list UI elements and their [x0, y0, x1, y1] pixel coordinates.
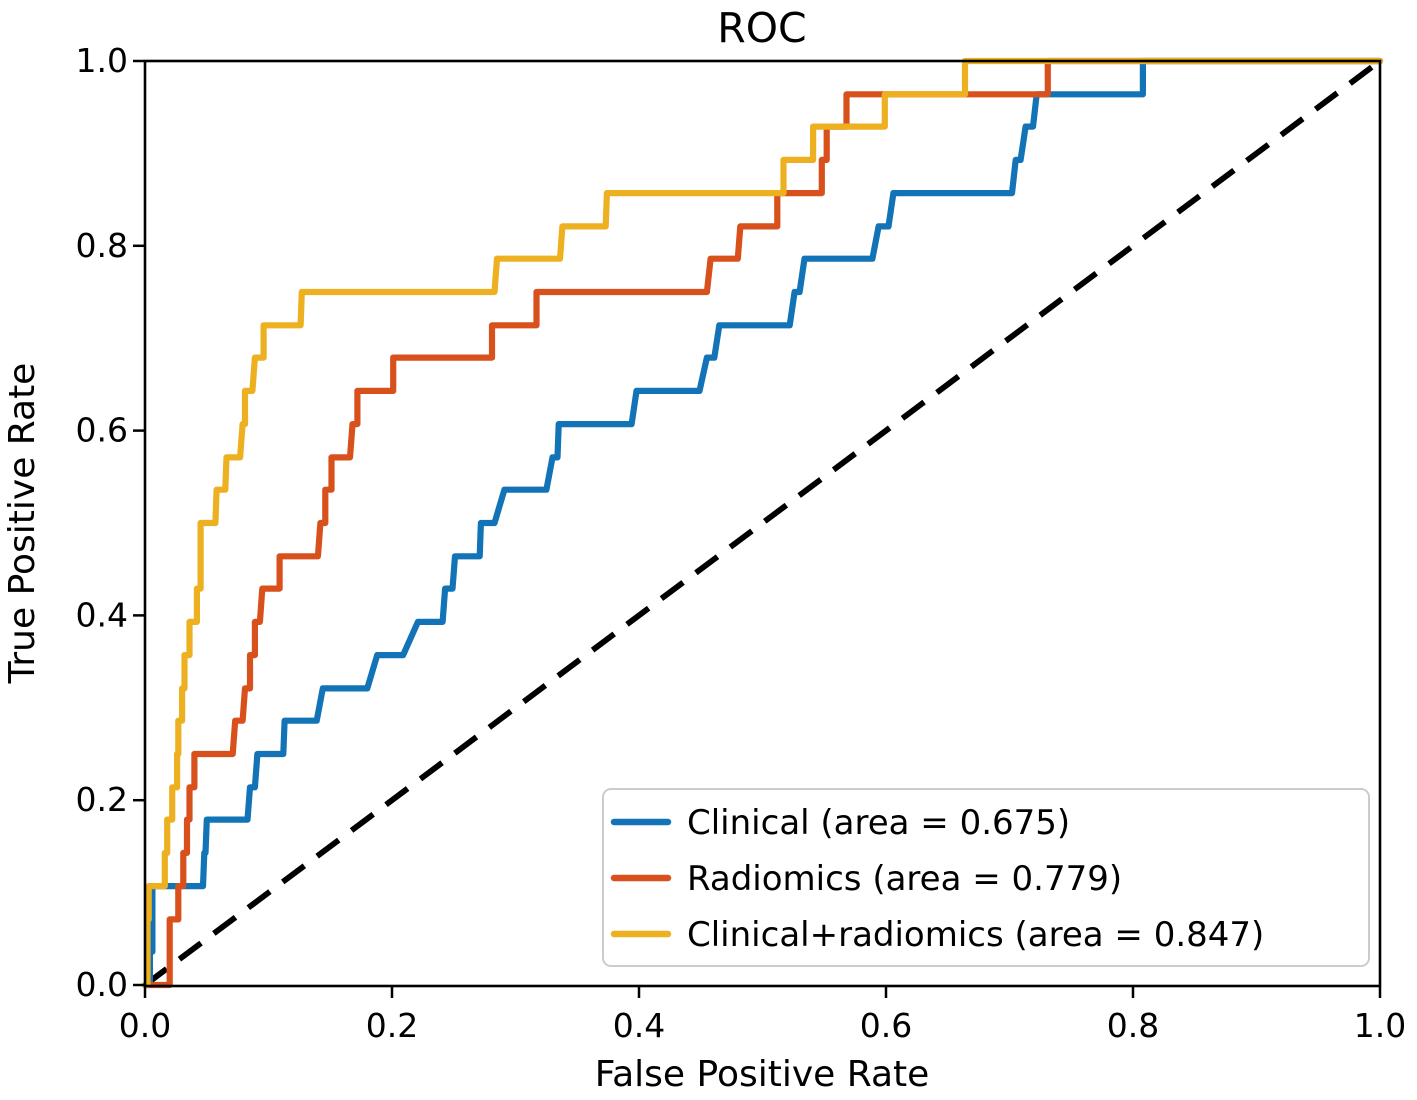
roc-curve-1	[141, 57, 1384, 989]
x-axis-label: False Positive Rate	[595, 1054, 930, 1095]
y-tick-label: 0.6	[76, 411, 128, 450]
legend-label-1: Radiomics (area = 0.779)	[687, 859, 1122, 899]
x-tick-label: 1.0	[1354, 1006, 1406, 1045]
roc-curves-group	[141, 57, 1384, 989]
y-tick-label: 1.0	[76, 41, 128, 80]
x-tick-label: 0.4	[613, 1006, 665, 1045]
chart-title: ROC	[717, 4, 806, 52]
axis-ticks-group	[133, 59, 1382, 998]
plot-frame	[143, 59, 1382, 988]
y-tick-label: 0.0	[76, 965, 128, 1004]
legend-label-2: Clinical+radiomics (area = 0.847)	[687, 915, 1264, 955]
x-tick-label: 0.6	[860, 1006, 912, 1045]
roc-curve-2	[141, 57, 1384, 989]
x-tick-label: 0.0	[119, 1006, 171, 1045]
axis-tick-labels-group: 0.0 0.2 0.4 0.6 0.8 1.0 0.0 0.2 0.4 0.6 0.8 1.0	[76, 41, 1407, 1045]
legend-box	[602, 788, 1370, 967]
y-tick-label: 0.2	[76, 780, 128, 819]
legend: Clinical (area = 0.675) Radiomics (area =…	[602, 788, 1370, 967]
y-tick-label: 0.4	[76, 595, 128, 634]
legend-label-0: Clinical (area = 0.675)	[687, 803, 1070, 843]
y-tick-label: 0.8	[76, 226, 128, 265]
y-axis-label: True Positive Rate	[2, 363, 43, 685]
x-tick-label: 0.2	[366, 1006, 418, 1045]
roc-curve-0	[141, 57, 1384, 989]
x-tick-label: 0.8	[1107, 1006, 1159, 1045]
